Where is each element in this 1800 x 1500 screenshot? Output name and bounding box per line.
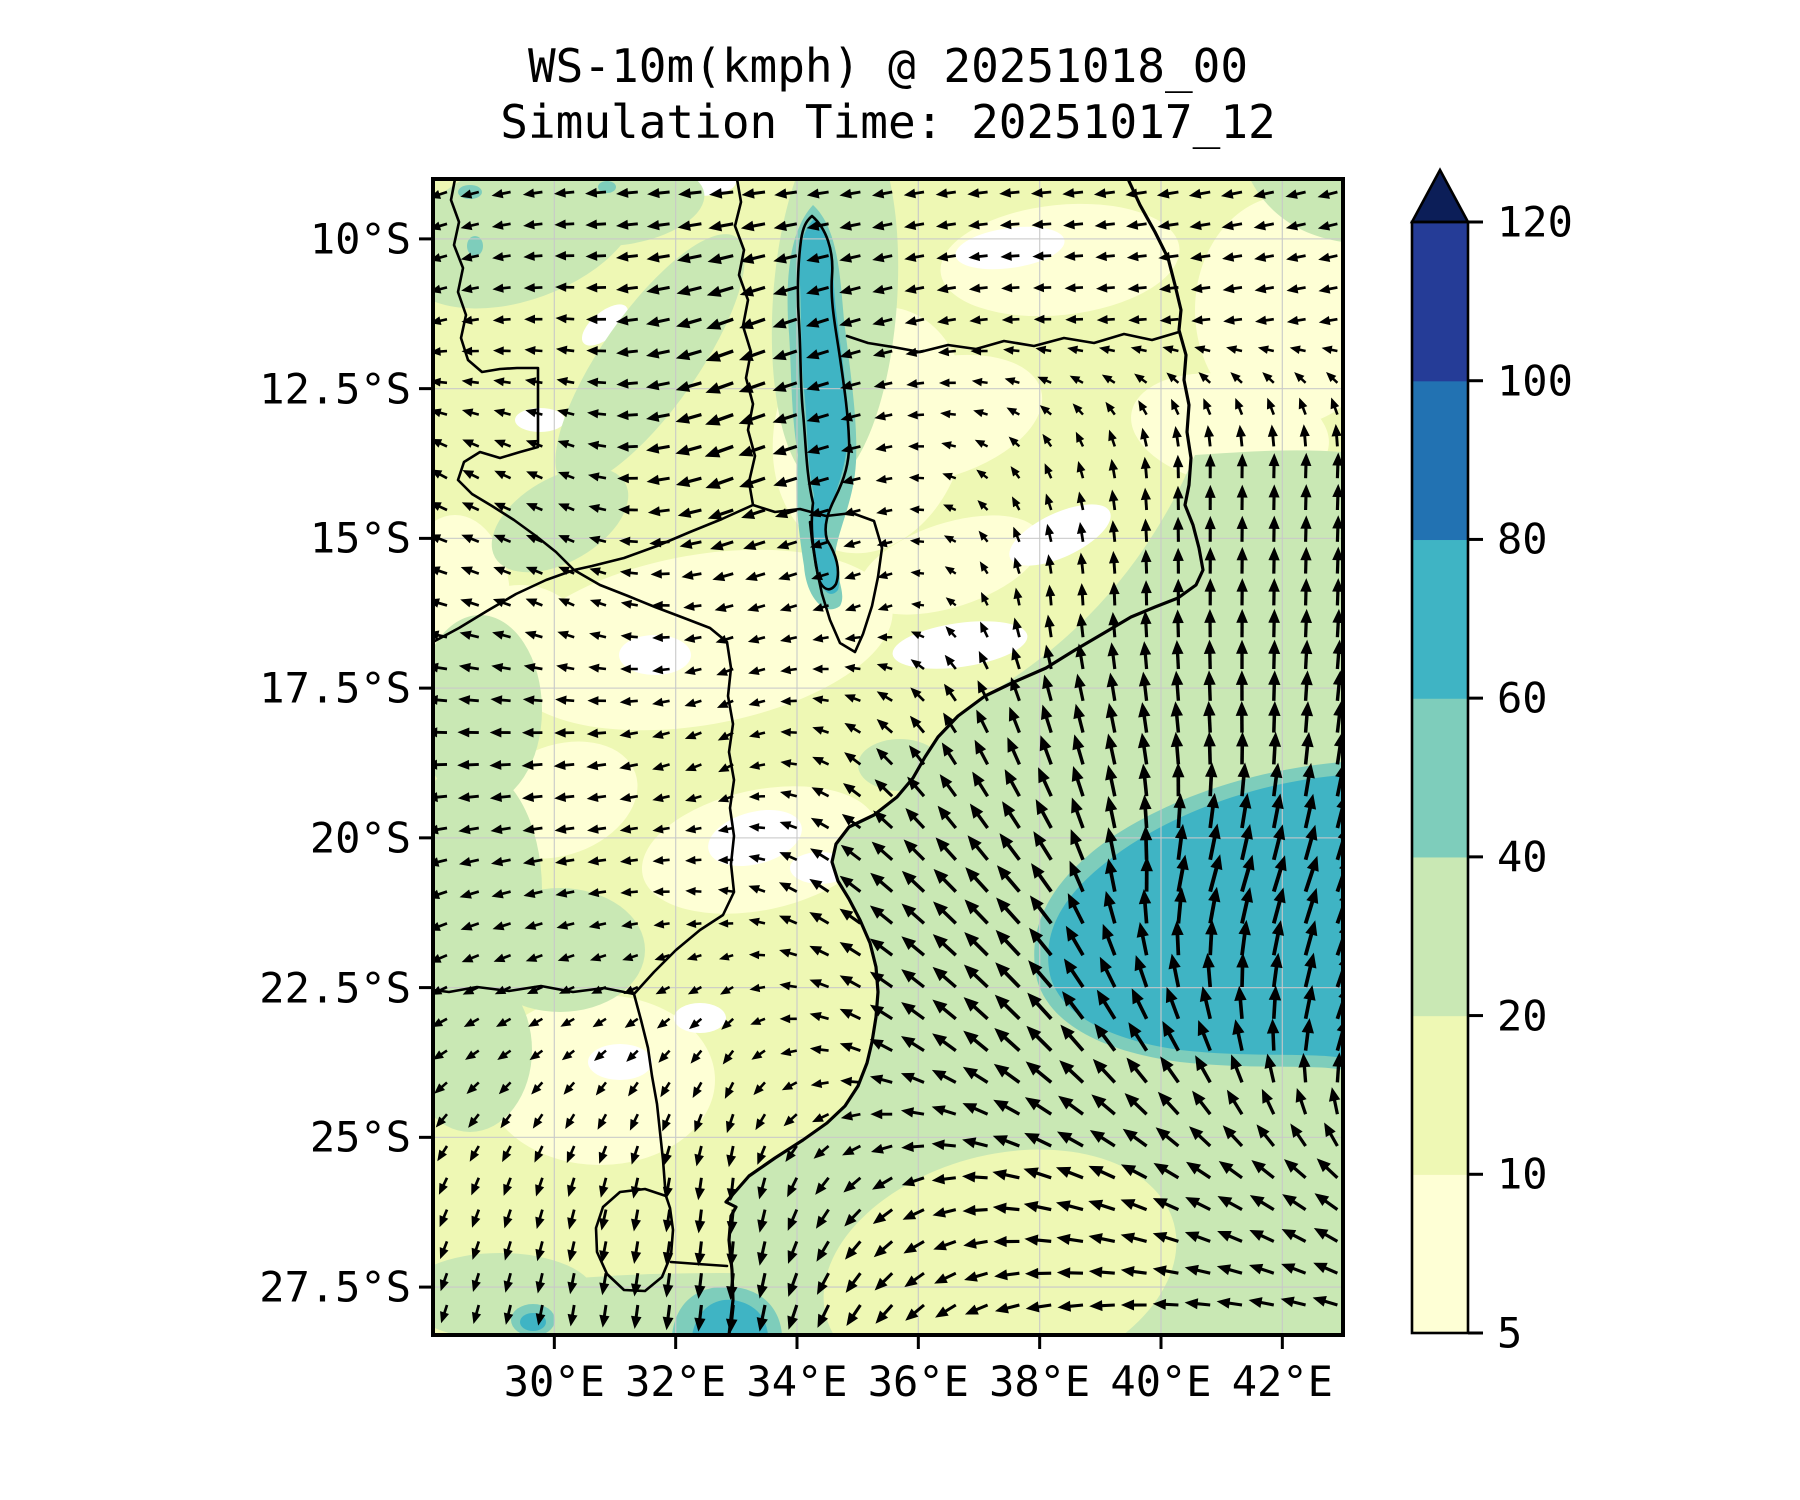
- x-tick-label: 36°E: [867, 1357, 969, 1406]
- y-tick-label: 22.5°S: [259, 963, 411, 1013]
- plot-title: WS-10m(kmph) @ 20251018_00 Simulation Ti…: [378, 38, 1398, 150]
- lake-malawi-outline: [796, 214, 851, 591]
- plot-title-line2: Simulation Time: 20251017_12: [500, 95, 1276, 149]
- x-tick-label: 38°E: [989, 1357, 1091, 1406]
- colorbar-tick-label: 120: [1497, 197, 1573, 247]
- colorbar-tick-label: 100: [1497, 356, 1573, 406]
- border-southafrica-mozambique: [632, 992, 668, 1198]
- y-tick-label: 12.5°S: [259, 364, 411, 414]
- y-tick-label: 17.5°S: [259, 663, 411, 713]
- y-tick-label: 15°S: [309, 513, 411, 563]
- colorbar-tick-label: 20: [1497, 991, 1548, 1041]
- x-tick-label: 40°E: [1110, 1357, 1212, 1406]
- y-tick-label: 25°S: [309, 1112, 411, 1162]
- border-drc-zambia: [449, 179, 576, 572]
- x-tick-label: 30°E: [503, 1357, 605, 1406]
- x-tick-label: 32°E: [625, 1357, 727, 1406]
- map-frame: [431, 177, 1345, 1337]
- map-borders-layer: [433, 179, 1205, 1335]
- y-tick-label: 10°S: [309, 214, 411, 264]
- colorbar: [1409, 167, 1483, 1335]
- x-tick-label: 34°E: [746, 1357, 848, 1406]
- colorbar-tick-label: 40: [1497, 832, 1548, 882]
- contour-fill-layer: [433, 179, 1343, 1335]
- wind-vector-arrows: [433, 187, 1343, 1333]
- graticule-gridlines: [433, 179, 1343, 1335]
- colorbar-tick-label: 80: [1497, 514, 1548, 564]
- colorbar-tick-label: 10: [1497, 1149, 1548, 1199]
- axis-tick-marks: [419, 237, 1284, 1349]
- border-eswatini: [594, 1187, 675, 1293]
- border-tanzania-mozambique: [845, 330, 1181, 354]
- coastline: [724, 179, 1205, 1335]
- y-tick-label: 27.5°S: [259, 1262, 411, 1312]
- border-zambia-mozambique: [433, 503, 755, 644]
- contour-ocean-light-patch: [823, 1149, 1177, 1335]
- colorbar-tick-label: 5: [1497, 1308, 1523, 1358]
- x-tick-label: 42°E: [1231, 1357, 1333, 1406]
- y-tick-label: 20°S: [309, 813, 411, 863]
- border-zimbabwe-mozambique: [572, 568, 736, 996]
- plot-title-line1: WS-10m(kmph) @ 20251018_00: [527, 39, 1249, 93]
- colorbar-tick-label: 60: [1497, 673, 1548, 723]
